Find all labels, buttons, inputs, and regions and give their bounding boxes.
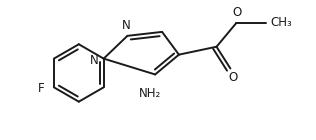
Text: CH₃: CH₃ — [270, 17, 292, 30]
Text: O: O — [233, 6, 242, 19]
Text: F: F — [37, 82, 44, 95]
Text: N: N — [122, 19, 131, 32]
Text: NH₂: NH₂ — [139, 87, 161, 100]
Text: O: O — [229, 72, 238, 84]
Text: N: N — [90, 54, 99, 67]
